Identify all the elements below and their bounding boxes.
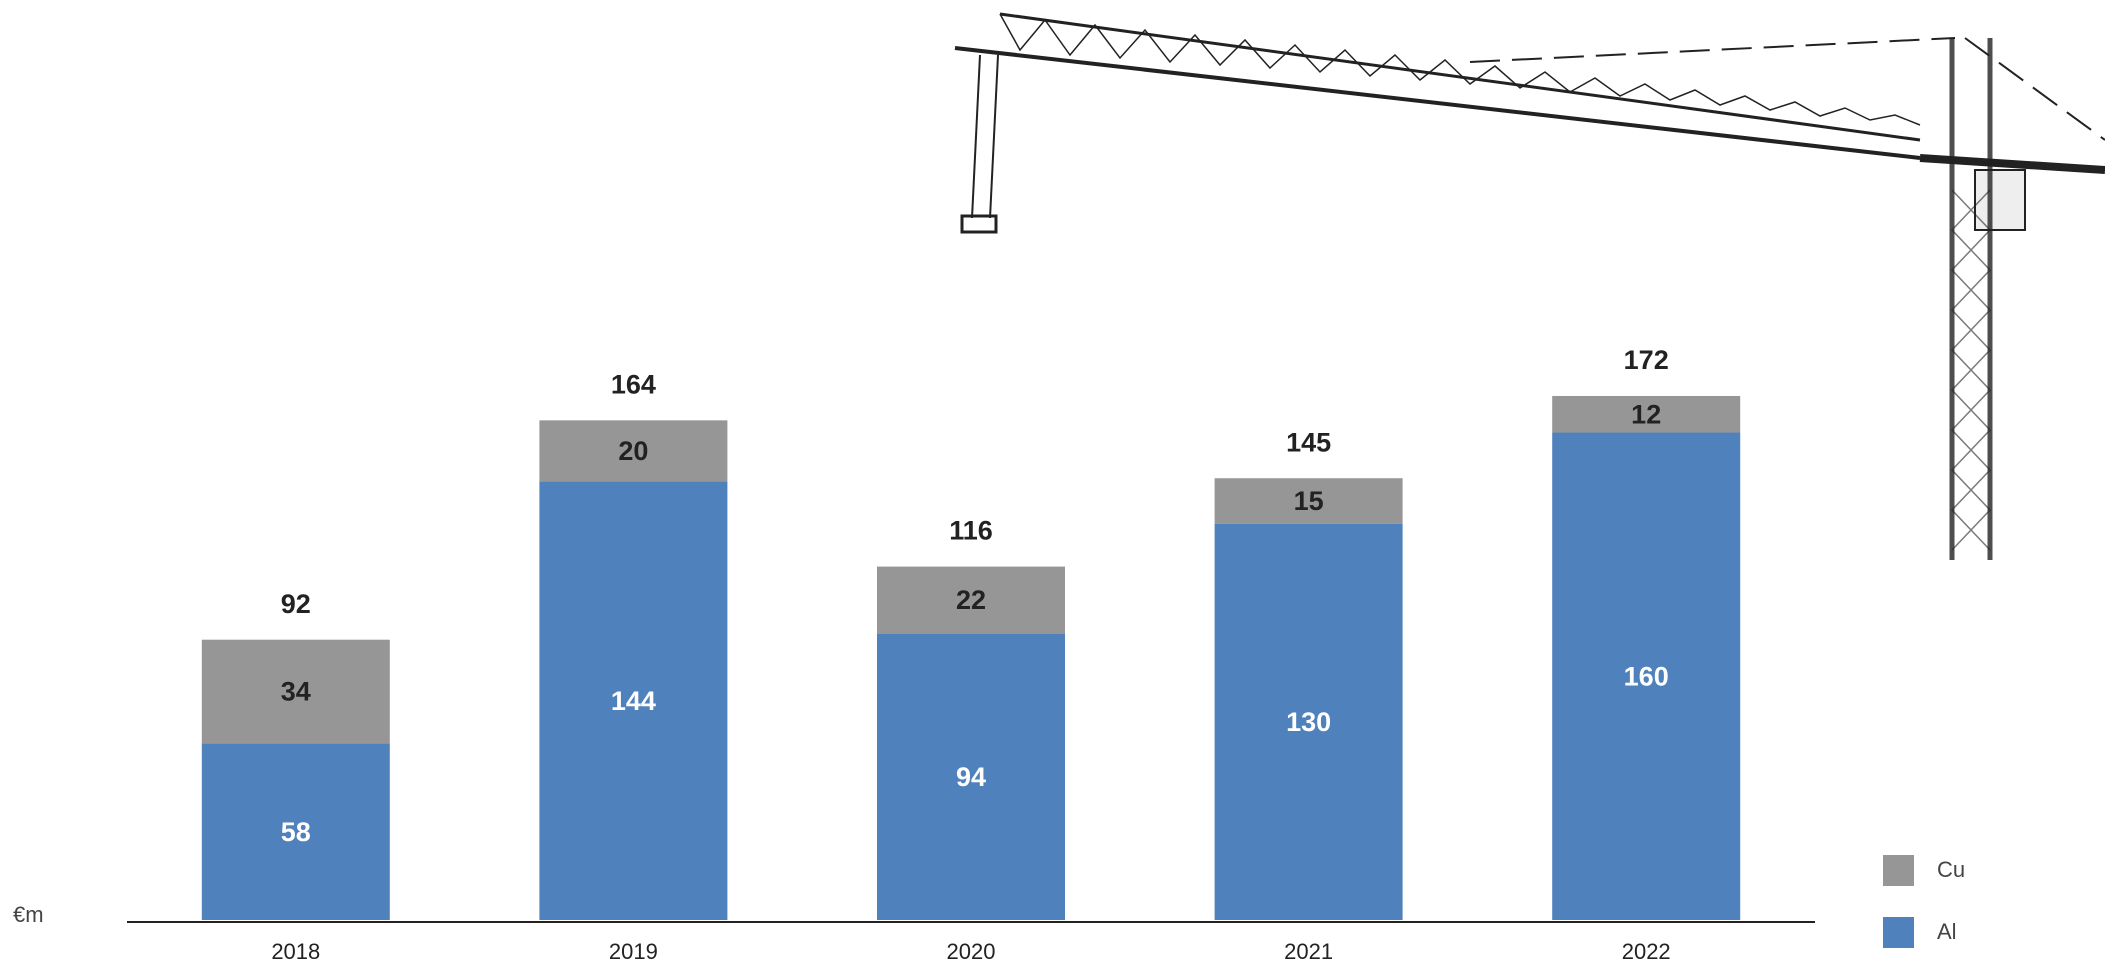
bar-segment: [1214, 478, 1403, 524]
total-label: 164: [611, 369, 656, 399]
total-label: 116: [949, 516, 993, 546]
x-tick-label: 2021: [1284, 939, 1333, 964]
value-label: 58: [281, 817, 311, 847]
total-label: 92: [281, 589, 311, 619]
bar-segment: [201, 639, 390, 744]
value-label: 144: [611, 686, 656, 716]
bar-segment: [539, 481, 728, 920]
crane-illustration: [954, 12, 2105, 560]
legend-label: Al: [1937, 919, 1957, 944]
value-label: 12: [1631, 399, 1661, 429]
value-label: 34: [281, 677, 311, 707]
bar-segment: [201, 743, 390, 920]
x-tick-label: 2019: [609, 939, 658, 964]
total-label: 172: [1624, 345, 1669, 375]
x-tick-label: 2020: [947, 939, 996, 964]
x-tick-label: 2018: [271, 939, 320, 964]
bar-segment: [1552, 432, 1741, 920]
bar-segment: [1214, 523, 1403, 920]
legend-swatch: [1883, 855, 1914, 886]
bar-segment: [1552, 395, 1741, 433]
value-label: 20: [618, 436, 648, 466]
legend-swatch: [1883, 917, 1914, 948]
value-label: 22: [956, 585, 986, 615]
value-label: 94: [956, 762, 986, 792]
x-tick-label: 2022: [1622, 939, 1671, 964]
total-label: 145: [1286, 427, 1331, 457]
bar-segment: [539, 420, 728, 482]
bar-segment: [877, 566, 1065, 634]
unit-label: €m: [13, 902, 44, 927]
value-label: 160: [1624, 661, 1669, 691]
value-label: 130: [1286, 707, 1331, 737]
legend-label: Cu: [1937, 857, 1965, 882]
value-label: 15: [1294, 486, 1324, 516]
bar-segment: [877, 633, 1065, 920]
